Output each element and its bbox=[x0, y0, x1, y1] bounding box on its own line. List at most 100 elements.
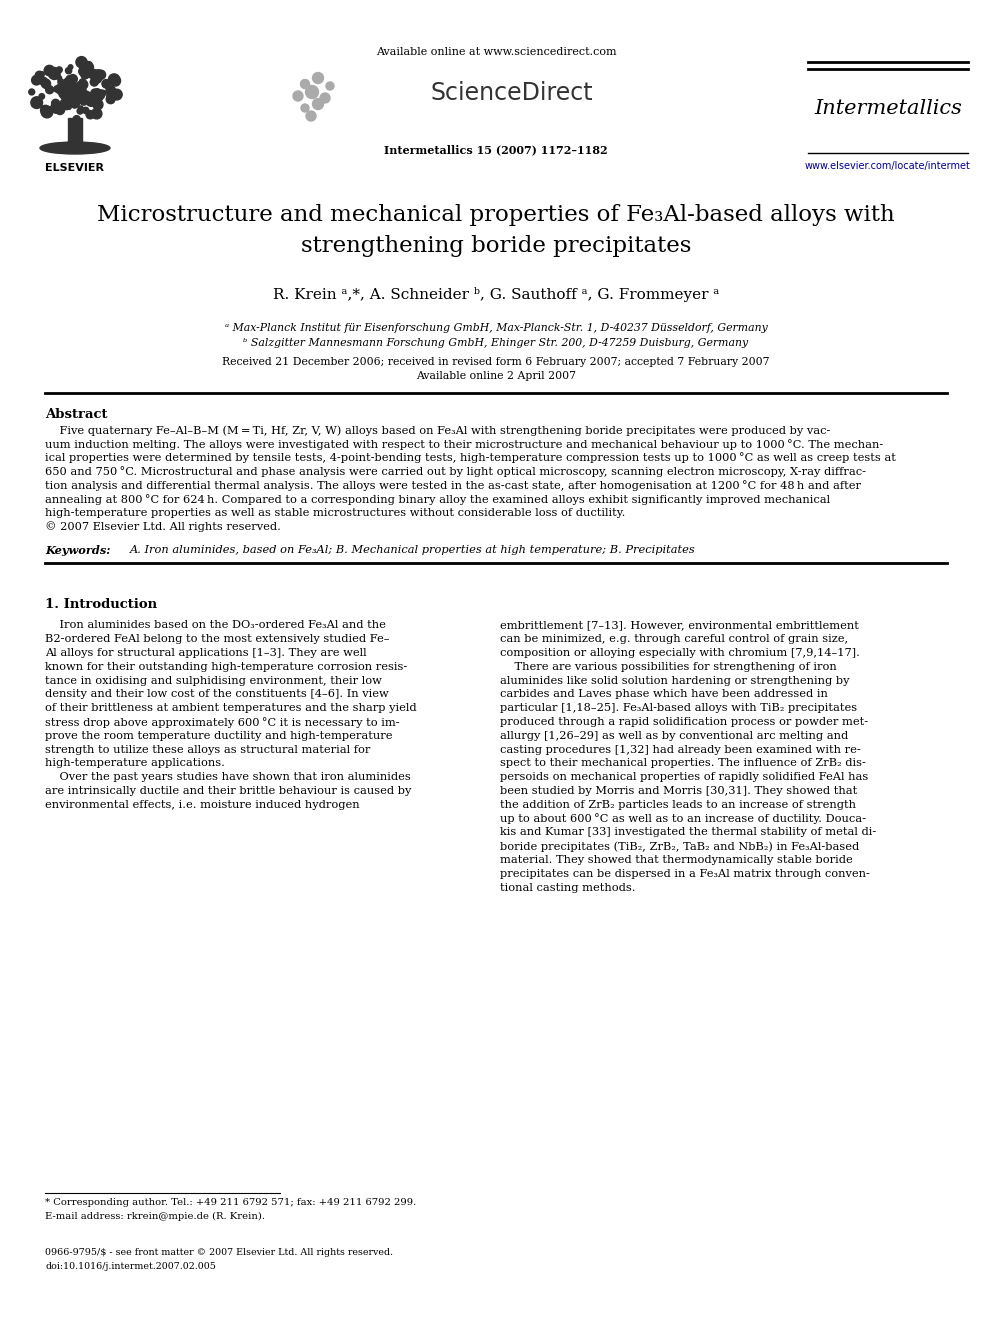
Circle shape bbox=[80, 79, 86, 85]
Circle shape bbox=[306, 111, 316, 120]
Text: environmental effects, i.e. moisture induced hydrogen: environmental effects, i.e. moisture ind… bbox=[45, 800, 360, 810]
Circle shape bbox=[110, 75, 121, 86]
Text: A. Iron aluminides, based on Fe₃Al; B. Mechanical properties at high temperature: A. Iron aluminides, based on Fe₃Al; B. M… bbox=[130, 545, 695, 556]
Circle shape bbox=[77, 108, 83, 114]
Circle shape bbox=[312, 73, 323, 83]
Circle shape bbox=[85, 62, 92, 67]
Circle shape bbox=[93, 99, 103, 110]
Circle shape bbox=[301, 105, 309, 112]
Circle shape bbox=[67, 87, 76, 97]
Text: Intermetallics: Intermetallics bbox=[814, 98, 962, 118]
Text: aluminides like solid solution hardening or strengthening by: aluminides like solid solution hardening… bbox=[500, 676, 849, 685]
Text: R. Krein ᵃ,*, A. Schneider ᵇ, G. Sauthoff ᵃ, G. Frommeyer ᵃ: R. Krein ᵃ,*, A. Schneider ᵇ, G. Sauthof… bbox=[273, 287, 719, 303]
Text: are intrinsically ductile and their brittle behaviour is caused by: are intrinsically ductile and their brit… bbox=[45, 786, 412, 796]
Text: precipitates can be dispersed in a Fe₃Al matrix through conven-: precipitates can be dispersed in a Fe₃Al… bbox=[500, 869, 870, 878]
Circle shape bbox=[61, 99, 69, 108]
Text: Received 21 December 2006; received in revised form 6 February 2007; accepted 7 : Received 21 December 2006; received in r… bbox=[222, 357, 770, 366]
Circle shape bbox=[69, 87, 75, 93]
Circle shape bbox=[68, 74, 77, 83]
Circle shape bbox=[81, 83, 86, 89]
Circle shape bbox=[76, 57, 87, 67]
Circle shape bbox=[70, 86, 79, 95]
Circle shape bbox=[106, 85, 112, 91]
Circle shape bbox=[90, 78, 98, 86]
Circle shape bbox=[65, 67, 71, 74]
Circle shape bbox=[53, 106, 57, 110]
Circle shape bbox=[68, 83, 80, 95]
Circle shape bbox=[62, 81, 66, 85]
Text: There are various possibilities for strengthening of iron: There are various possibilities for stre… bbox=[500, 662, 836, 672]
Circle shape bbox=[79, 79, 86, 86]
Circle shape bbox=[80, 91, 91, 103]
Text: composition or alloying especially with chromium [7,9,14–17].: composition or alloying especially with … bbox=[500, 648, 860, 658]
Circle shape bbox=[76, 94, 84, 102]
Text: ical properties were determined by tensile tests, 4-point-bending tests, high-te: ical properties were determined by tensi… bbox=[45, 452, 896, 463]
Circle shape bbox=[66, 75, 71, 81]
Text: persoids on mechanical properties of rapidly solidified FeAl has: persoids on mechanical properties of rap… bbox=[500, 773, 868, 782]
Circle shape bbox=[47, 86, 52, 90]
Circle shape bbox=[88, 65, 92, 69]
Circle shape bbox=[306, 86, 318, 98]
Text: Keywords:: Keywords: bbox=[45, 545, 114, 557]
Text: allurgy [1,26–29] as well as by conventional arc melting and: allurgy [1,26–29] as well as by conventi… bbox=[500, 730, 848, 741]
Circle shape bbox=[71, 86, 80, 95]
Circle shape bbox=[87, 70, 96, 78]
Text: high-temperature applications.: high-temperature applications. bbox=[45, 758, 225, 769]
Circle shape bbox=[32, 75, 42, 85]
Text: tance in oxidising and sulphidising environment, their low: tance in oxidising and sulphidising envi… bbox=[45, 676, 382, 685]
Text: www.elsevier.com/locate/intermet: www.elsevier.com/locate/intermet bbox=[806, 161, 971, 171]
Circle shape bbox=[72, 89, 78, 95]
Text: Abstract: Abstract bbox=[45, 407, 107, 421]
Circle shape bbox=[95, 90, 105, 99]
Circle shape bbox=[96, 70, 105, 79]
Circle shape bbox=[66, 85, 72, 90]
Circle shape bbox=[77, 86, 85, 94]
Circle shape bbox=[61, 90, 71, 101]
Circle shape bbox=[65, 81, 75, 91]
Circle shape bbox=[75, 87, 86, 98]
Circle shape bbox=[29, 89, 35, 95]
Circle shape bbox=[82, 61, 89, 67]
Circle shape bbox=[108, 74, 120, 85]
Circle shape bbox=[59, 89, 67, 98]
Circle shape bbox=[80, 98, 87, 105]
Circle shape bbox=[90, 70, 98, 77]
Circle shape bbox=[66, 85, 75, 93]
Circle shape bbox=[95, 106, 99, 111]
Circle shape bbox=[98, 97, 102, 101]
Circle shape bbox=[78, 79, 87, 89]
Circle shape bbox=[62, 82, 73, 94]
Text: doi:10.1016/j.intermet.2007.02.005: doi:10.1016/j.intermet.2007.02.005 bbox=[45, 1262, 216, 1271]
Circle shape bbox=[39, 94, 45, 99]
Text: * Corresponding author. Tel.: +49 211 6792 571; fax: +49 211 6792 299.: * Corresponding author. Tel.: +49 211 67… bbox=[45, 1199, 417, 1207]
Circle shape bbox=[52, 99, 60, 107]
Text: © 2007 Elsevier Ltd. All rights reserved.: © 2007 Elsevier Ltd. All rights reserved… bbox=[45, 521, 281, 532]
Circle shape bbox=[72, 87, 77, 93]
Circle shape bbox=[68, 85, 80, 97]
Text: casting procedures [1,32] had already been examined with re-: casting procedures [1,32] had already be… bbox=[500, 745, 861, 754]
Text: stress drop above approximately 600 °C it is necessary to im-: stress drop above approximately 600 °C i… bbox=[45, 717, 400, 728]
Text: can be minimized, e.g. through careful control of grain size,: can be minimized, e.g. through careful c… bbox=[500, 634, 848, 644]
Text: Al alloys for structural applications [1–3]. They are well: Al alloys for structural applications [1… bbox=[45, 648, 367, 658]
Circle shape bbox=[77, 93, 85, 101]
Circle shape bbox=[312, 98, 323, 110]
Circle shape bbox=[94, 89, 100, 94]
Circle shape bbox=[93, 70, 103, 79]
Text: 650 and 750 °C. Microstructural and phase analysis were carried out by light opt: 650 and 750 °C. Microstructural and phas… bbox=[45, 467, 866, 478]
Text: up to about 600 °C as well as to an increase of ductility. Douca-: up to about 600 °C as well as to an incr… bbox=[500, 814, 866, 824]
Circle shape bbox=[91, 108, 102, 119]
Text: spect to their mechanical properties. The influence of ZrB₂ dis-: spect to their mechanical properties. Th… bbox=[500, 758, 866, 769]
Text: Over the past years studies have shown that iron aluminides: Over the past years studies have shown t… bbox=[45, 773, 411, 782]
Circle shape bbox=[67, 77, 73, 83]
Circle shape bbox=[301, 79, 310, 89]
Text: produced through a rapid solidification process or powder met-: produced through a rapid solidification … bbox=[500, 717, 868, 728]
Circle shape bbox=[58, 79, 63, 85]
Circle shape bbox=[66, 87, 77, 98]
Text: boride precipitates (TiB₂, ZrB₂, TaB₂ and NbB₂) in Fe₃Al-based: boride precipitates (TiB₂, ZrB₂, TaB₂ an… bbox=[500, 841, 859, 852]
Text: material. They showed that thermodynamically stable boride: material. They showed that thermodynamic… bbox=[500, 855, 853, 865]
Circle shape bbox=[73, 115, 80, 123]
Text: B2-ordered FeAl belong to the most extensively studied Fe–: B2-ordered FeAl belong to the most exten… bbox=[45, 634, 390, 644]
Circle shape bbox=[90, 71, 95, 77]
Circle shape bbox=[102, 79, 110, 89]
Text: Microstructure and mechanical properties of Fe₃Al-based alloys with: Microstructure and mechanical properties… bbox=[97, 204, 895, 226]
